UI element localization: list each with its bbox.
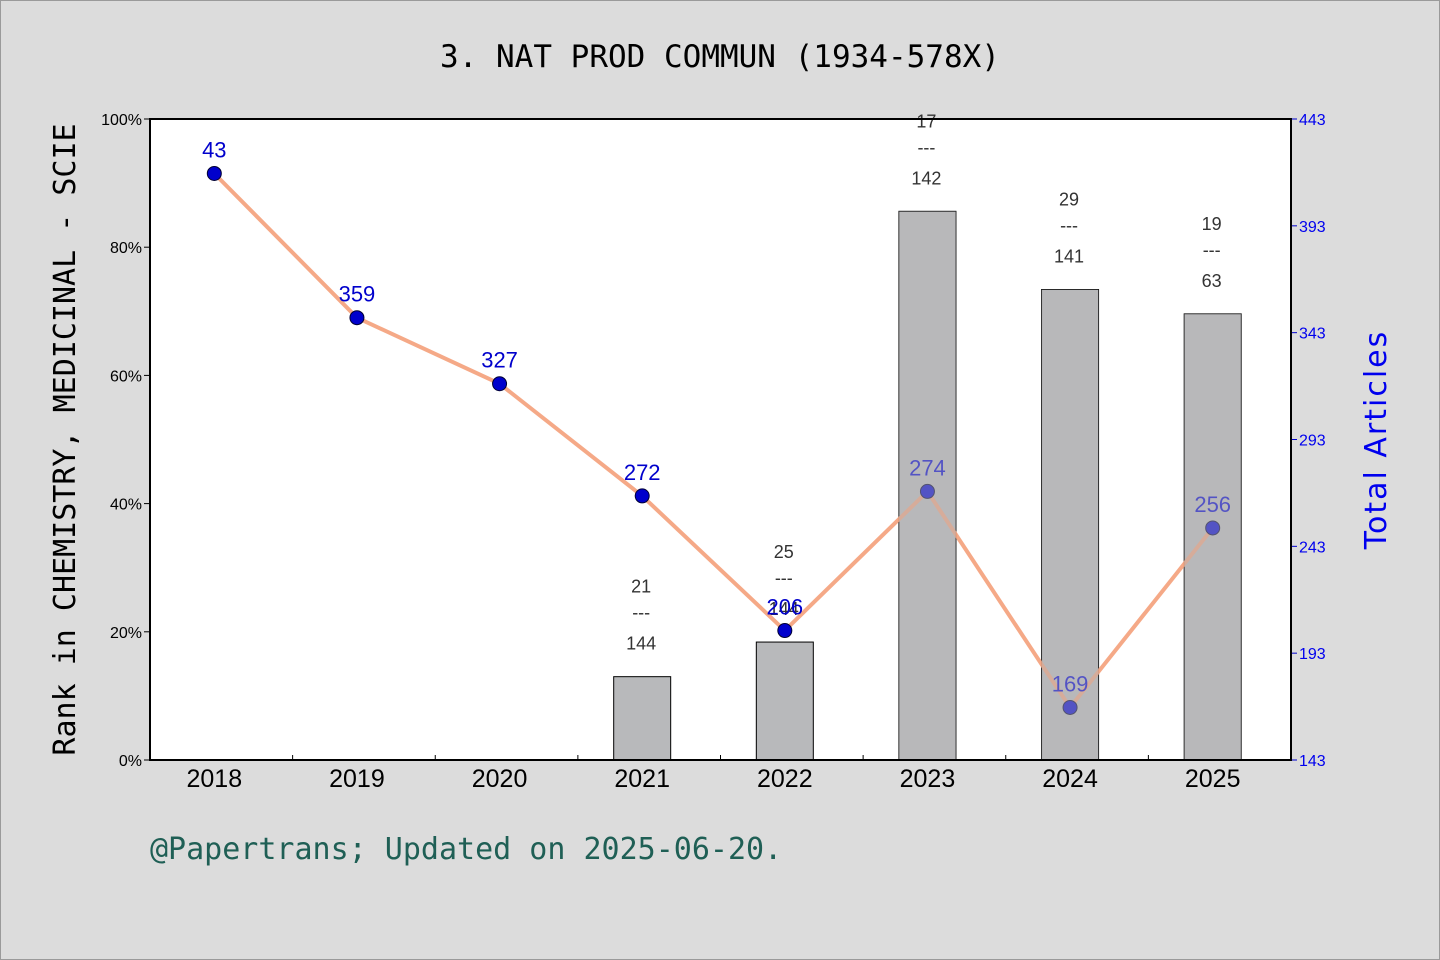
line-point-label: 256 xyxy=(1194,492,1231,517)
left-tick-label: 80% xyxy=(110,240,142,257)
x-tick-label: 2021 xyxy=(614,765,670,793)
right-tick-label: 393 xyxy=(1299,219,1326,236)
line-point xyxy=(777,623,793,639)
bar-rank-label-sep: --- xyxy=(1203,240,1221,260)
plot-area xyxy=(150,119,1291,760)
bar-overlay xyxy=(1184,313,1242,760)
bar-rank-label-top: 17 xyxy=(916,111,936,131)
line-point xyxy=(349,310,365,326)
x-tick-label: 2020 xyxy=(472,765,528,793)
line-point-label: 272 xyxy=(624,460,661,485)
left-tick-label: 40% xyxy=(110,497,142,514)
x-tick-label: 2023 xyxy=(900,765,956,793)
line-point xyxy=(206,165,222,181)
bar-rank-label-top: 25 xyxy=(774,542,794,562)
line-series xyxy=(212,172,1215,710)
line-point-label: 206 xyxy=(766,595,803,620)
x-tick-label: 2024 xyxy=(1042,765,1098,793)
bar-rank-label-bottom: 144 xyxy=(769,599,799,619)
left-tick-label: 100% xyxy=(101,112,142,129)
bar-rank-label-bottom: 63 xyxy=(1202,271,1222,291)
right-tick-label: 343 xyxy=(1299,326,1326,343)
x-tick-label: 2022 xyxy=(757,765,813,793)
right-axis-label: Total Articles xyxy=(1359,330,1394,550)
bar-rank-label-sep: --- xyxy=(775,568,793,588)
line-point xyxy=(1205,520,1221,536)
bar-rank-label-top: 21 xyxy=(631,577,651,597)
right-tick-label: 193 xyxy=(1299,646,1326,663)
x-tick-label: 2019 xyxy=(329,765,385,793)
line-point xyxy=(634,488,650,504)
x-tick-label: 2025 xyxy=(1185,765,1241,793)
left-tick-label: 60% xyxy=(110,368,142,385)
bar-rank-label-top: 29 xyxy=(1059,190,1079,210)
line-point xyxy=(919,483,935,499)
x-tick-label: 2018 xyxy=(187,765,243,793)
bar-overlay xyxy=(898,211,956,760)
line-point-label: 359 xyxy=(339,282,376,307)
bar xyxy=(1183,313,1242,761)
bar xyxy=(755,641,814,761)
bar-rank-label-bottom: 144 xyxy=(626,634,656,654)
bar-rank-label-sep: --- xyxy=(917,137,935,157)
plot-border xyxy=(149,118,1292,761)
line-point-label: 169 xyxy=(1052,671,1089,696)
footer-credit: @Papertrans; Updated on 2025-06-20. xyxy=(150,832,783,867)
right-tick-label: 293 xyxy=(1299,433,1326,450)
bar-rank-label-sep: --- xyxy=(632,603,650,623)
bar-rank-label-top: 19 xyxy=(1202,214,1222,234)
line-point-label: 43 xyxy=(202,137,226,162)
bar-rank-label-bottom: 142 xyxy=(911,168,941,188)
left-tick-label: 20% xyxy=(110,625,142,642)
right-tick-label: 143 xyxy=(1299,753,1326,770)
left-tick-label: 0% xyxy=(119,753,142,770)
left-axis-label: Rank in CHEMISTRY, MEDICINAL - SCIE xyxy=(48,123,83,755)
line-point xyxy=(492,376,508,392)
chart-title: 3. NAT PROD COMMUN (1934-578X) xyxy=(440,39,1000,75)
bar xyxy=(613,676,672,761)
line-point xyxy=(1062,699,1078,715)
bar-overlay xyxy=(1041,289,1099,760)
bar-rank-label-sep: --- xyxy=(1060,216,1078,236)
right-tick-label: 443 xyxy=(1299,112,1326,129)
right-tick-label: 243 xyxy=(1299,539,1326,556)
line-point-label: 274 xyxy=(909,455,946,480)
bar-rank-label-bottom: 141 xyxy=(1054,247,1084,267)
line-point-label: 327 xyxy=(481,348,518,373)
